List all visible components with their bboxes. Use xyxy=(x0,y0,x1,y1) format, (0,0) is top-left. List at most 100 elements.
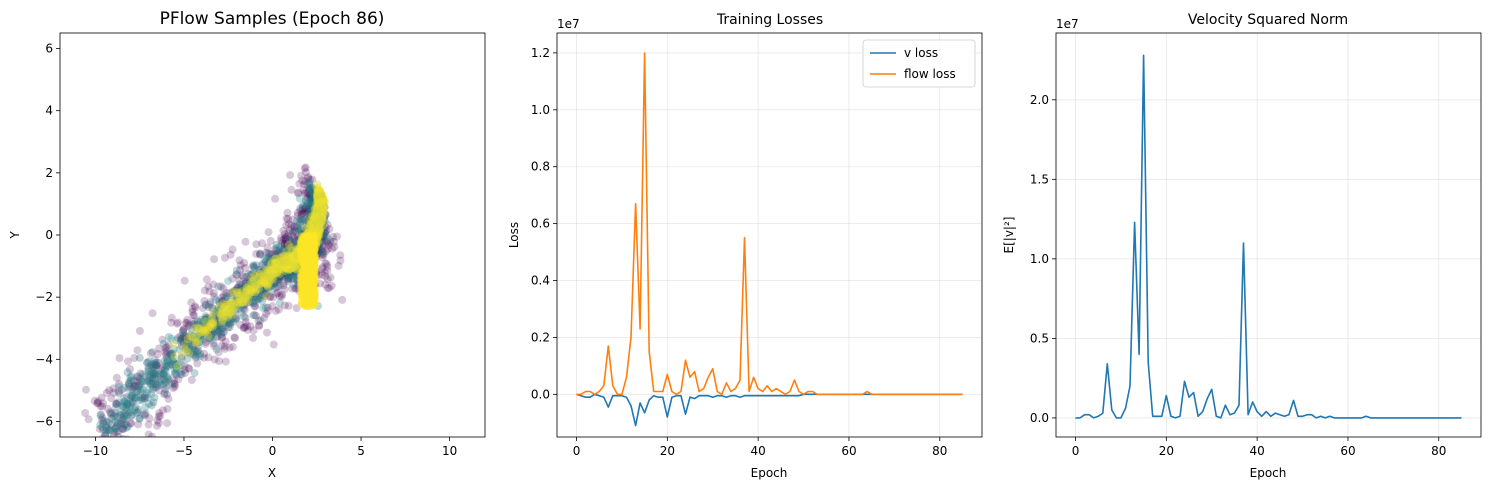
scatter-point xyxy=(270,261,279,269)
scatter-point xyxy=(316,214,325,223)
scatter-point xyxy=(168,357,177,366)
scatter-point xyxy=(305,230,314,239)
scatter-point xyxy=(229,317,238,326)
scatter-point xyxy=(192,333,201,342)
scatter-point xyxy=(305,210,314,219)
scatter-point xyxy=(312,206,321,215)
scatter-point xyxy=(271,267,280,275)
scatter-point xyxy=(304,247,313,256)
scatter-point xyxy=(220,303,229,312)
scatter-points xyxy=(81,163,347,437)
scatter-point xyxy=(307,192,316,201)
scatter-point xyxy=(296,233,305,242)
scatter-point xyxy=(311,206,320,215)
scatter-point xyxy=(311,229,320,238)
scatter-point xyxy=(99,419,108,428)
scatter-point xyxy=(307,209,316,218)
scatter-point xyxy=(298,250,307,258)
scatter-point xyxy=(247,278,255,287)
scatter-point xyxy=(93,399,102,408)
scatter-point xyxy=(193,337,202,346)
scatter-point xyxy=(288,261,297,270)
scatter-point xyxy=(294,251,303,260)
scatter-point xyxy=(194,332,203,341)
scatter-point xyxy=(264,228,273,237)
scatter-point xyxy=(159,406,167,415)
scatter-point xyxy=(301,188,310,197)
scatter-point xyxy=(169,376,178,385)
scatter-point xyxy=(298,282,307,291)
scatter-point xyxy=(214,282,223,291)
scatter-point xyxy=(296,249,305,258)
scatter-point xyxy=(286,244,294,253)
scatter-point xyxy=(154,412,163,421)
scatter-point xyxy=(243,277,252,286)
velocity-x-tick-label: 60 xyxy=(1340,444,1355,458)
scatter-point xyxy=(290,243,299,252)
scatter-point xyxy=(281,248,290,257)
scatter-point xyxy=(328,244,337,253)
scatter-point xyxy=(288,257,296,266)
scatter-point xyxy=(284,214,292,223)
scatter-point xyxy=(298,176,307,185)
scatter-point xyxy=(119,425,128,434)
scatter-point xyxy=(252,276,261,285)
scatter-point xyxy=(314,218,323,227)
scatter-point xyxy=(207,321,216,330)
scatter-point xyxy=(318,263,327,272)
scatter-point xyxy=(322,260,331,269)
scatter-point xyxy=(261,271,270,280)
scatter-point xyxy=(197,322,206,331)
scatter-point xyxy=(112,422,121,431)
scatter-point xyxy=(290,266,299,275)
scatter-point xyxy=(289,227,298,236)
scatter-point xyxy=(275,255,283,264)
scatter-point xyxy=(315,185,324,194)
scatter-point xyxy=(201,312,210,321)
scatter-point xyxy=(304,174,313,183)
scatter-point xyxy=(232,297,241,306)
scatter-point xyxy=(231,315,240,324)
scatter-point xyxy=(211,295,220,304)
scatter-point xyxy=(123,368,132,377)
scatter-point xyxy=(314,213,323,222)
scatter-point xyxy=(306,216,315,225)
scatter-point xyxy=(271,252,280,261)
scatter-point xyxy=(301,189,309,198)
scatter-point xyxy=(214,306,223,315)
scatter-point xyxy=(295,287,304,295)
scatter-point xyxy=(326,236,334,244)
scatter-point xyxy=(256,270,265,279)
scatter-point xyxy=(282,250,291,259)
scatter-point xyxy=(155,409,164,417)
scatter-point xyxy=(192,338,201,347)
scatter-point xyxy=(303,230,312,239)
scatter-point xyxy=(306,245,315,254)
scatter-point xyxy=(285,272,294,281)
scatter-point xyxy=(290,236,299,244)
scatter-point xyxy=(289,266,298,275)
scatter-point xyxy=(315,213,324,221)
scatter-point xyxy=(287,254,296,263)
scatter-point xyxy=(281,255,290,264)
scatter-point xyxy=(221,337,230,346)
scatter-point xyxy=(126,392,135,400)
scatter-point xyxy=(176,332,185,341)
scatter-point xyxy=(149,398,158,407)
losses-y-label: Loss xyxy=(507,222,521,248)
scatter-point xyxy=(311,221,320,229)
scatter-point xyxy=(280,301,289,310)
scatter-point xyxy=(305,209,313,218)
scatter-point xyxy=(214,303,223,312)
scatter-point xyxy=(306,258,315,267)
scatter-point xyxy=(255,321,264,330)
scatter-point xyxy=(315,207,324,216)
scatter-point xyxy=(308,283,317,291)
scatter-point xyxy=(313,215,322,224)
scatter-point xyxy=(307,247,316,256)
scatter-point xyxy=(111,424,120,433)
scatter-point xyxy=(305,185,314,194)
scatter-point xyxy=(128,411,137,420)
scatter-point xyxy=(302,266,311,275)
scatter-point xyxy=(284,220,293,229)
